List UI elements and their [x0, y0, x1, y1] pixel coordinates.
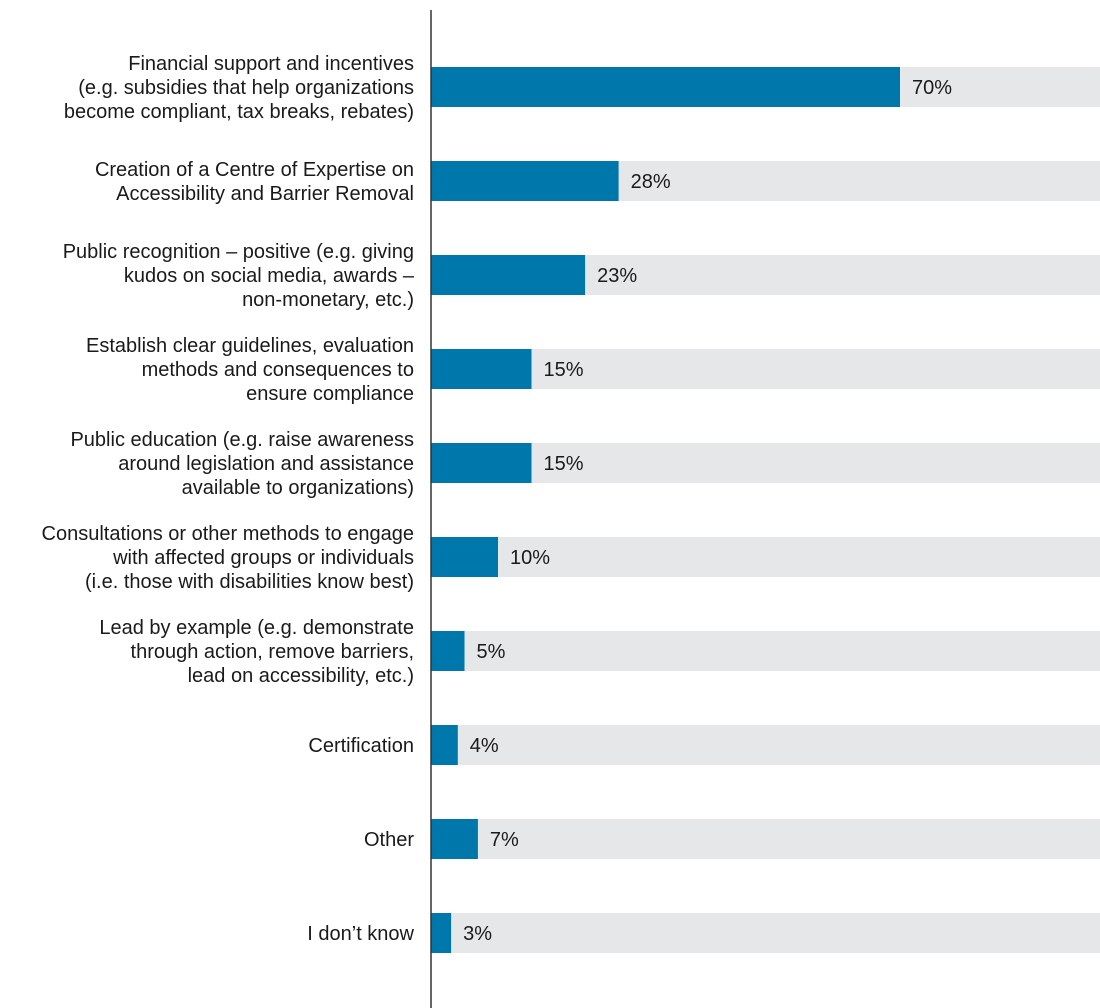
- bar-track: [431, 725, 1100, 765]
- value-labels: 70% 28% 23% 15% 15% 10% 5% 4% 7% 3%: [463, 77, 952, 945]
- category-label: become compliant, tax breaks, rebates): [64, 101, 414, 123]
- category-label: through action, remove barriers,: [131, 641, 414, 663]
- bar: [431, 443, 532, 483]
- bar: [431, 349, 532, 389]
- category-label: Other: [364, 829, 414, 851]
- data-label: 70%: [912, 77, 952, 99]
- category-label: lead on accessibility, etc.): [188, 665, 414, 687]
- category-label: Lead by example (e.g. demonstrate: [99, 617, 414, 639]
- category-label: available to organizations): [182, 477, 414, 499]
- category-label: Accessibility and Barrier Removal: [116, 183, 414, 205]
- category-label: I don’t know: [307, 923, 414, 945]
- bar: [431, 67, 900, 107]
- bar: [431, 725, 458, 765]
- data-label: 3%: [463, 923, 492, 945]
- bar: [431, 913, 452, 953]
- category-label: kudos on social media, awards –: [124, 265, 415, 287]
- bar: [431, 819, 478, 859]
- bar-track: [431, 631, 1100, 671]
- category-label: Establish clear guidelines, evaluation: [86, 335, 414, 357]
- category-label: with affected groups or individuals: [112, 547, 414, 569]
- data-label: 10%: [510, 547, 550, 569]
- bar-track: [431, 913, 1100, 953]
- data-label: 28%: [631, 171, 671, 193]
- category-label: Consultations or other methods to engage: [42, 523, 414, 545]
- bars: [431, 67, 900, 953]
- bar-track: [431, 819, 1100, 859]
- category-label: non-monetary, etc.): [242, 289, 414, 311]
- bar-tracks: [431, 67, 1100, 953]
- category-label: Public education (e.g. raise awareness: [70, 429, 414, 451]
- category-label: ensure compliance: [246, 383, 414, 405]
- category-label: around legislation and assistance: [118, 453, 414, 475]
- bar-track: [431, 537, 1100, 577]
- bar-track: [431, 443, 1100, 483]
- bar-track: [431, 349, 1100, 389]
- bar: [431, 161, 619, 201]
- bar: [431, 631, 465, 671]
- category-label: Public recognition – positive (e.g. givi…: [63, 241, 414, 263]
- data-label: 5%: [477, 641, 506, 663]
- category-label: Financial support and incentives: [128, 53, 414, 75]
- category-label: (e.g. subsidies that help organizations: [78, 77, 414, 99]
- category-labels: Financial support and incentives(e.g. su…: [42, 53, 415, 945]
- bar: [431, 255, 586, 295]
- data-label: 4%: [470, 735, 499, 757]
- data-label: 15%: [544, 453, 584, 475]
- data-label: 7%: [490, 829, 519, 851]
- data-label: 15%: [544, 359, 584, 381]
- category-label: Certification: [308, 735, 414, 757]
- category-label: methods and consequences to: [142, 359, 414, 381]
- category-label: Creation of a Centre of Expertise on: [95, 159, 414, 181]
- bar: [431, 537, 498, 577]
- category-label: (i.e. those with disabilities know best): [85, 571, 414, 593]
- data-label: 23%: [597, 265, 637, 287]
